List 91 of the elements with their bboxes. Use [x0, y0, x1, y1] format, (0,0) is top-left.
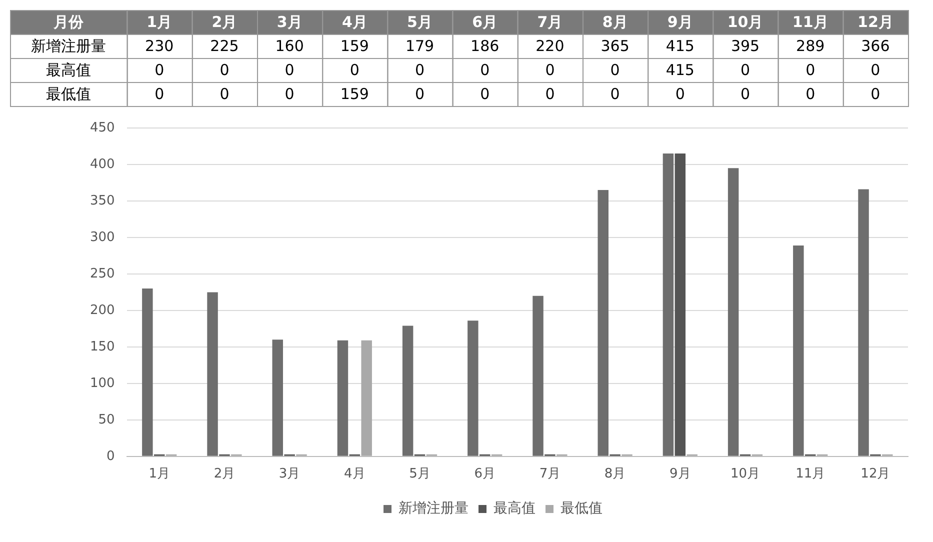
x-tick-label: 7月 [539, 466, 561, 482]
category-label: 11月 [792, 12, 828, 31]
category-label: 3月 [276, 12, 302, 31]
data-label: 0 [220, 60, 230, 79]
data-label: 159 [340, 36, 369, 55]
y-tick-label: 350 [90, 193, 115, 208]
category-label: 8月 [602, 12, 628, 31]
bar [858, 189, 869, 456]
data-label: 0 [220, 84, 230, 103]
y-tick-label: 250 [90, 266, 115, 282]
data-label: 179 [405, 36, 434, 55]
data-label: 0 [545, 84, 555, 103]
data-label: 0 [284, 84, 294, 103]
category-label: 5月 [407, 12, 432, 31]
data-label: 160 [275, 36, 304, 55]
x-tick-label: 12月 [860, 466, 890, 482]
y-tick-label: 450 [90, 120, 115, 136]
x-tick-label: 4月 [344, 466, 366, 482]
category-label: 4月 [342, 12, 368, 31]
x-tick-label: 3月 [278, 466, 300, 482]
x-tick-label: 9月 [670, 466, 691, 482]
legend-label: 最高值 [494, 500, 536, 517]
x-tick-label: 11月 [796, 466, 826, 482]
text: 月份 [52, 12, 84, 31]
category-label: 1月 [146, 12, 172, 31]
data-label: 225 [210, 36, 239, 55]
data-label: 0 [870, 84, 880, 103]
data-label: 0 [414, 60, 425, 79]
y-tick-label: 400 [90, 156, 115, 172]
data-label: 0 [740, 60, 750, 79]
category-label: 12月 [858, 12, 894, 31]
legend-label: 新增注册量 [398, 500, 468, 517]
bar [793, 245, 804, 456]
data-label: 0 [284, 60, 294, 79]
category-label: 6月 [472, 12, 498, 31]
bar [361, 340, 372, 456]
y-tick-label: 300 [90, 230, 115, 245]
data-label: 0 [154, 84, 164, 103]
data-label: 0 [610, 84, 620, 103]
bar [402, 326, 414, 456]
data-label: 415 [666, 60, 694, 79]
data-label: 186 [470, 36, 500, 55]
x-tick-label: 1月 [148, 466, 170, 482]
data-label: 230 [145, 36, 174, 55]
bar [598, 190, 608, 456]
data-label: 0 [350, 60, 360, 79]
bar [468, 320, 478, 456]
data-label: 365 [600, 36, 630, 55]
bar [532, 296, 544, 456]
category-label: 2月 [212, 12, 238, 31]
data-label: 0 [675, 84, 685, 103]
data-label: 415 [666, 36, 694, 55]
data-label: 0 [806, 84, 816, 103]
y-tick-label: 0 [106, 448, 115, 464]
bar [207, 292, 218, 456]
data-label: 0 [480, 84, 490, 103]
data-label: 0 [414, 84, 425, 103]
x-tick-label: 6月 [474, 466, 496, 482]
x-tick-label: 8月 [604, 466, 626, 482]
data-label: 0 [870, 60, 880, 79]
data-label: 395 [730, 36, 760, 55]
data-label: 159 [340, 84, 369, 103]
y-tick-label: 200 [90, 302, 115, 318]
bar [337, 340, 348, 456]
text: 最高值 [46, 60, 91, 79]
data-label: 0 [806, 60, 816, 79]
data-label: 0 [154, 60, 164, 79]
data-label: 220 [536, 36, 564, 55]
text: 新增注册量 [30, 36, 106, 55]
y-tick-label: 50 [98, 412, 115, 428]
bar [674, 154, 686, 456]
bar [142, 288, 153, 456]
y-tick-label: 100 [90, 376, 115, 391]
category-label: 7月 [537, 12, 563, 31]
x-tick-label: 5月 [409, 466, 430, 482]
category-label: 9月 [667, 12, 693, 31]
category-label: 10月 [727, 12, 764, 31]
data-label: 0 [610, 60, 620, 79]
bar [662, 154, 674, 456]
data-label: 289 [796, 36, 825, 55]
y-tick-label: 150 [90, 339, 115, 354]
x-tick-label: 2月 [214, 466, 236, 482]
data-label: 366 [861, 36, 890, 55]
x-tick-label: 10月 [730, 466, 760, 482]
data-label: 0 [480, 60, 490, 79]
text: 最低值 [46, 84, 91, 103]
data-label: 0 [545, 60, 555, 79]
legend-label: 最低值 [560, 500, 602, 517]
bar [272, 340, 283, 456]
data-label: 0 [740, 84, 750, 103]
bar [728, 168, 739, 456]
